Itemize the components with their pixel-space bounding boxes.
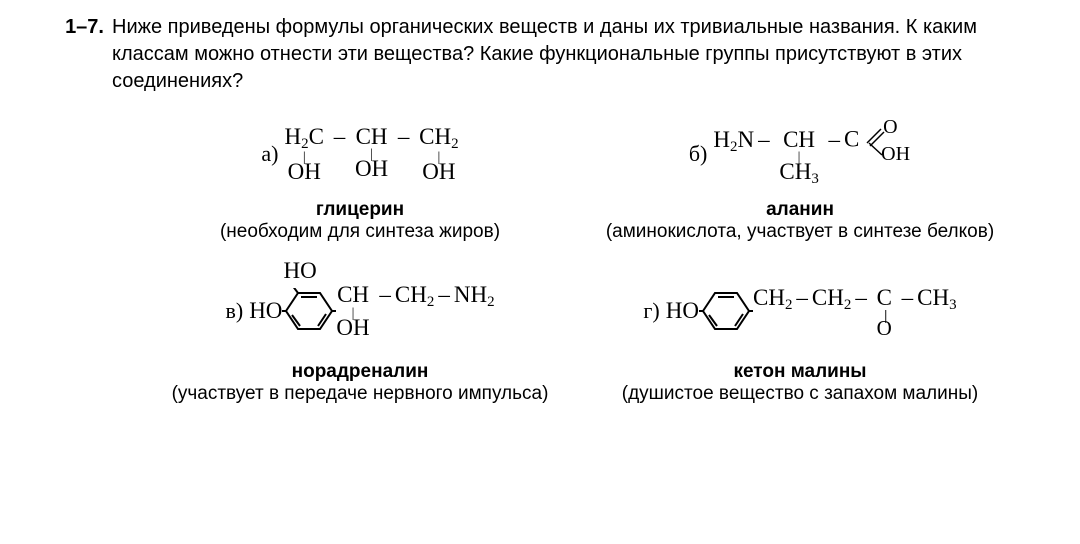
item-letter-g: г) [643, 298, 665, 324]
formula-g: г) HO [643, 261, 956, 361]
name-v: норадреналин [292, 361, 429, 383]
question-text: Ниже приведены формулы органических веще… [112, 14, 1030, 95]
item-b: б) H2N– CH | CH3 –C [580, 109, 1020, 243]
formula-b: б) H2N– CH | CH3 –C [689, 109, 911, 199]
item-letter-a: а) [261, 141, 284, 167]
note-b: (аминокислота, участвует в синтезе белко… [606, 221, 994, 243]
benzene-ring-icon [699, 288, 753, 334]
item-letter-v: в) [225, 298, 249, 324]
name-g: кетон малины [733, 361, 866, 383]
question-block: 1–7. Ниже приведены формулы органических… [50, 14, 1030, 95]
name-b: аланин [766, 199, 834, 221]
note-g: (душистое вещество с запахом малины) [622, 383, 978, 405]
question-number: 1–7. [50, 14, 112, 95]
item-a: а) H2C | OH – CH | OH [140, 109, 580, 243]
items-grid: а) H2C | OH – CH | OH [50, 109, 1030, 405]
note-a: (необходим для синтеза жиров) [220, 221, 500, 243]
item-g: г) HO [580, 261, 1020, 405]
formula-v: HO в) HO [225, 261, 494, 361]
benzene-ring-icon [282, 288, 336, 334]
note-v: (участвует в передаче нервного импульса) [172, 383, 549, 405]
carboxylic-indicator: O OH [865, 121, 911, 161]
row-2: HO в) HO [140, 261, 1020, 405]
item-v: HO в) HO [140, 261, 580, 405]
row-1: а) H2C | OH – CH | OH [140, 109, 1020, 243]
item-letter-b: б) [689, 141, 714, 167]
name-a: глицерин [316, 199, 404, 221]
formula-a: а) H2C | OH – CH | OH [261, 109, 458, 199]
